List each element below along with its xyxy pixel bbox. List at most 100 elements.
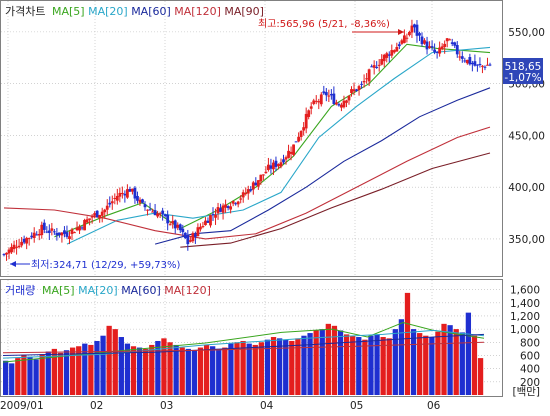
candle-body xyxy=(5,252,8,255)
candle-body xyxy=(292,144,295,155)
candle-body xyxy=(83,219,86,231)
candle-body xyxy=(186,235,190,245)
candle-body xyxy=(148,209,152,211)
candle-body xyxy=(95,210,99,218)
candle-body xyxy=(249,189,253,191)
candle-body xyxy=(118,192,122,197)
legend-entry: MA[120] xyxy=(174,5,224,18)
volume-bar xyxy=(325,323,331,395)
volume-bar xyxy=(155,340,161,395)
candle-body xyxy=(299,130,303,137)
price-tick-label: 350,00 xyxy=(508,234,545,246)
volume-bar xyxy=(39,354,45,395)
volume-bar xyxy=(374,334,380,395)
candle-body xyxy=(244,193,248,195)
candle-body xyxy=(390,50,394,56)
volume-bar xyxy=(276,338,283,395)
volume-bar xyxy=(453,329,459,395)
volume-bar xyxy=(380,337,386,395)
candle-body xyxy=(2,254,6,256)
candle-body xyxy=(151,211,154,213)
candle-body xyxy=(199,226,202,230)
volume-bar xyxy=(197,347,204,395)
volume-bar xyxy=(21,354,27,395)
candle-body xyxy=(347,95,351,101)
volume-bar xyxy=(386,338,392,395)
candle-body xyxy=(7,249,11,254)
candle-body xyxy=(340,104,343,108)
candle-body xyxy=(93,213,97,216)
candle-body xyxy=(231,201,235,204)
candle-body xyxy=(90,216,94,218)
candle-body xyxy=(287,150,290,158)
candle-body xyxy=(420,36,424,45)
volume-bar xyxy=(423,335,429,395)
candle-body xyxy=(284,157,288,160)
candle-body xyxy=(352,89,356,92)
volume-bar xyxy=(301,335,307,395)
high-annotation: 최고:565,96 (5/21, -8,36%) xyxy=(258,18,404,35)
volume-bar xyxy=(307,333,313,395)
volume-legend: 거래량 MA[5] MA[20] MA[60] MA[120] xyxy=(5,284,211,297)
volume-bar xyxy=(33,359,39,395)
volume-tick-label: 1,000 xyxy=(510,324,540,336)
candle-body xyxy=(10,246,13,253)
candle-body xyxy=(468,57,472,65)
candle-body xyxy=(470,62,474,65)
volume-bar xyxy=(118,337,124,395)
candle-body xyxy=(322,91,326,94)
candle-body xyxy=(216,207,220,214)
volume-ma-line xyxy=(2,333,485,356)
candle-body xyxy=(100,211,104,216)
volume-bar xyxy=(392,329,398,395)
candle-body xyxy=(158,213,162,215)
volume-bar xyxy=(252,344,258,395)
candle-body xyxy=(113,197,117,199)
volume-bar xyxy=(112,329,118,395)
volume-bar xyxy=(106,325,112,395)
candle-body xyxy=(410,25,414,33)
candle-body xyxy=(382,54,386,62)
volume-tick-label: 1,600 xyxy=(510,285,540,297)
candle-body xyxy=(136,195,139,201)
volume-tick-label: 600 xyxy=(520,350,540,362)
candle-body xyxy=(337,104,341,106)
volume-bar xyxy=(410,329,417,395)
price-tick-label: 450,00 xyxy=(508,130,545,142)
candle-body xyxy=(125,189,129,198)
low-annotation-label: 최저:324,71 (12/29, +59,73%) xyxy=(31,259,181,271)
candle-body xyxy=(115,195,119,201)
last-price-change: -1,07% xyxy=(504,72,541,84)
candle-body xyxy=(450,42,454,44)
volume-ma-line xyxy=(2,329,485,359)
volume-moving-averages xyxy=(2,321,485,363)
candle-body xyxy=(191,233,195,242)
candle-body xyxy=(272,162,275,170)
candle-body xyxy=(204,220,207,226)
candle-body xyxy=(465,59,469,64)
volume-bar xyxy=(337,330,344,395)
candle-body xyxy=(178,224,182,231)
volume-bar xyxy=(477,358,484,395)
candle-body xyxy=(355,89,358,91)
candle-body xyxy=(282,159,285,163)
volume-bar xyxy=(465,312,472,395)
volume-bar xyxy=(9,363,15,395)
candle-body xyxy=(88,218,92,220)
candle-body xyxy=(12,244,16,250)
time-tick-label: 06 xyxy=(427,400,441,412)
candle-body xyxy=(483,66,487,68)
candle-body xyxy=(415,24,419,36)
candle-body xyxy=(332,93,336,104)
volume-bar xyxy=(3,360,9,395)
volume-bar xyxy=(350,335,356,395)
candle-body xyxy=(362,80,366,83)
candle-body xyxy=(261,174,265,176)
candle-body xyxy=(60,232,64,236)
candle-body xyxy=(27,238,31,240)
candle-body xyxy=(294,141,298,143)
candle-body xyxy=(193,234,197,237)
candle-body xyxy=(392,50,396,53)
candle-body xyxy=(304,113,308,129)
candle-body xyxy=(423,40,426,44)
